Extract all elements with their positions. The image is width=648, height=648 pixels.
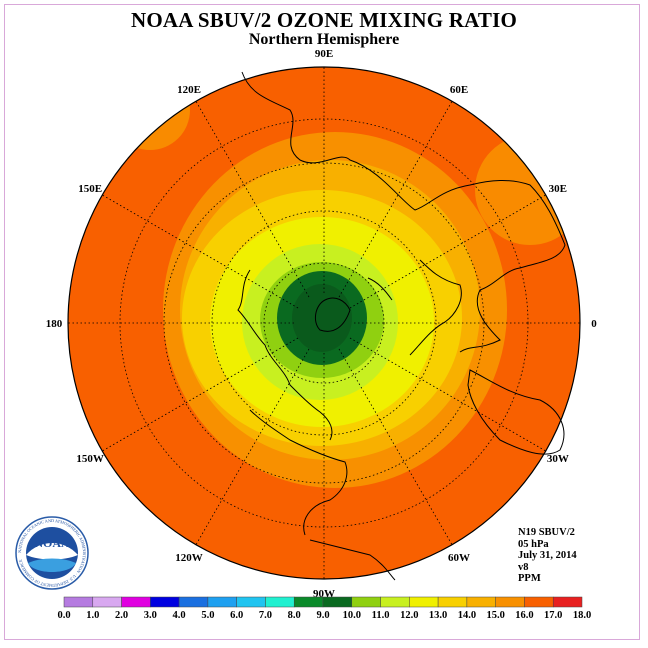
coast-central-america	[309, 539, 396, 581]
coast-svalbard	[367, 277, 393, 301]
colorbar-tick-label: 1.0	[86, 610, 99, 621]
colorbar-swatch	[265, 596, 295, 608]
info-units: PPM	[518, 573, 541, 584]
lat-circle-3	[163, 162, 485, 484]
colorbar-tick-label: 14.0	[458, 610, 476, 621]
info-pressure: 05 hPa	[518, 538, 549, 550]
colorbar-tick-label: 16.0	[515, 610, 533, 621]
colorbar-swatch	[524, 596, 554, 608]
figure-frame	[4, 4, 640, 640]
longitude-label: 30W	[547, 453, 569, 465]
colorbar-swatch	[409, 596, 439, 608]
coastlines	[237, 71, 566, 581]
colorbar-swatch	[178, 596, 209, 608]
map-subtitle: Northern Hemisphere	[248, 31, 400, 48]
colorbar-swatch	[293, 596, 324, 608]
colorbar-tick-label: 15.0	[486, 610, 504, 621]
map-boundary	[67, 66, 581, 580]
meridian-line	[102, 337, 299, 452]
colorbar: 0.0 1.0 2.0 3.0 4.0 5.0 6.0 7.0 8.0 9.0 10.0 11.0 12…	[57, 596, 591, 621]
colorbar-swatch	[92, 596, 122, 608]
colorbar-tick-label: 2.0	[115, 610, 128, 621]
colorbar-swatch	[63, 596, 94, 608]
colorbar-tick-label: 5.0	[201, 610, 214, 621]
colorbar-tick-label: 3.0	[144, 610, 157, 621]
meridian-line	[102, 194, 299, 309]
colorbar-tick-label: 10.0	[343, 610, 361, 621]
coast-europe	[409, 259, 462, 356]
gull-shape	[26, 543, 78, 560]
colorbar-swatch	[236, 596, 266, 608]
meridian-line	[338, 101, 453, 298]
longitude-label: 150E	[78, 183, 102, 195]
longitude-label: 180	[46, 318, 63, 330]
band-9-core	[292, 284, 352, 352]
map-title: NOAA SBUV/2 OZONE MIXING RATIO	[131, 8, 517, 32]
ozone-field	[68, 67, 580, 579]
colorbar-tick-label: 7.0	[259, 610, 272, 621]
coast-eurasia	[241, 71, 566, 353]
colorbar-swatch	[437, 596, 468, 608]
colorbar-tick-label: 4.0	[173, 610, 186, 621]
noaa-logo: NOAA NATIONAL OCEANIC AND ATMOSPHERIC AD…	[15, 516, 89, 590]
colorbar-swatch	[351, 596, 381, 608]
band-15-edge-nw	[110, 70, 190, 150]
colorbar-tick-label: 17.0	[544, 610, 562, 621]
colorbar-swatch	[322, 596, 353, 608]
colorbar-tick-label: 11.0	[372, 610, 390, 621]
info-version: v8	[518, 561, 529, 573]
coast-north-america	[249, 409, 348, 536]
longitude-label: 90E	[315, 48, 333, 60]
band-15-edge-ne	[475, 135, 580, 245]
colorbar-swatch	[150, 596, 180, 608]
info-instrument: N19 SBUV/2	[518, 527, 575, 538]
lat-circle-4	[119, 118, 529, 528]
colorbar-tick-label: 0.0	[57, 610, 70, 621]
longitude-label: 0	[591, 318, 597, 330]
meridian-line	[338, 348, 453, 545]
coast-alaska	[237, 269, 333, 441]
meridian-line	[349, 194, 546, 309]
colorbar-tick-label: 18.0	[573, 610, 591, 621]
colorbar-tick-label: 13.0	[429, 610, 447, 621]
lat-circle-2	[211, 210, 437, 436]
longitude-label: 120E	[177, 84, 201, 96]
info-date: July 31, 2014	[518, 550, 577, 561]
meridian-line	[195, 101, 310, 298]
colorbar-swatch	[121, 596, 151, 608]
longitude-label: 150W	[76, 453, 104, 465]
colorbar-swatch	[207, 596, 237, 608]
meridian-line	[349, 337, 546, 452]
coast-africa	[467, 369, 565, 455]
logo-wordmark: NOAA	[34, 536, 70, 550]
info-block: N19 SBUV/2 05 hPa July 31, 2014 v8 PPM	[518, 527, 577, 585]
longitude-label: 120W	[175, 552, 203, 564]
colorbar-tick-label: 12.0	[400, 610, 418, 621]
graticule	[68, 67, 580, 579]
coast-greenland	[314, 297, 351, 332]
meridian-line	[195, 348, 310, 545]
colorbar-swatch	[466, 596, 496, 608]
colorbar-tick-label: 9.0	[316, 610, 329, 621]
longitude-label: 30E	[549, 183, 567, 195]
longitude-label: 60W	[448, 552, 470, 564]
longitude-label: 60E	[450, 84, 468, 96]
colorbar-swatch	[495, 596, 525, 608]
colorbar-tick-label: 8.0	[288, 610, 301, 621]
colorbar-tick-label: 6.0	[230, 610, 243, 621]
colorbar-swatch	[552, 596, 583, 608]
colorbar-swatch	[380, 596, 410, 608]
lat-circle-1	[263, 262, 385, 384]
